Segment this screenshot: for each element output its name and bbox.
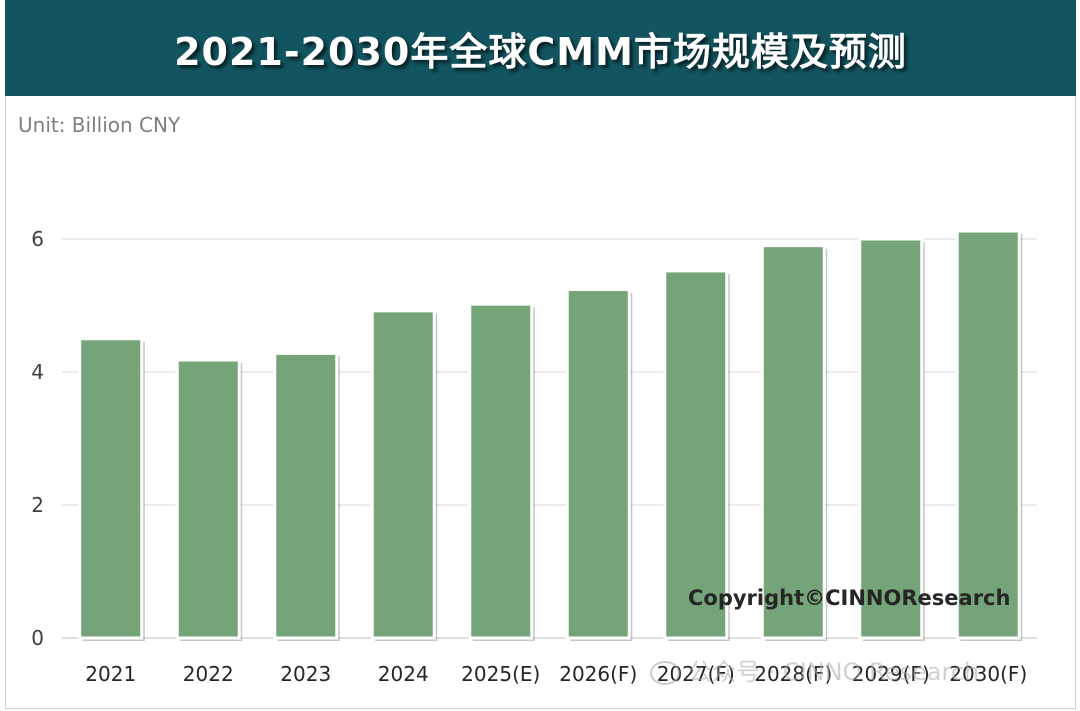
watermark-text: 公众号 · CINNO Research [688, 658, 980, 686]
y-tick-label: 4 [31, 360, 44, 384]
bar-2026f [565, 288, 631, 640]
bar-2028f [760, 244, 826, 640]
x-tick-label: 2029(F) [852, 662, 930, 686]
bar-2024 [370, 309, 436, 640]
x-tick-label: 2025(E) [461, 662, 540, 686]
x-tick-label: 2030(F) [949, 662, 1027, 686]
y-tick-label: 6 [31, 227, 44, 251]
x-tick-label: 2021 [85, 662, 136, 686]
unit-label: Unit: Billion CNY [18, 113, 181, 137]
y-tick-label: 2 [31, 493, 44, 517]
bar-2027f [663, 269, 729, 640]
x-axis-ticks: 2021 2022 2023 2024 2025(E) 2026(F) 2027(F) 202… [85, 662, 1027, 686]
chart-frame [5, 96, 1076, 709]
chart-title: 2021-2030年全球CMM市场规模及预测 [174, 29, 907, 74]
bar-2030f [955, 229, 1021, 640]
y-axis-ticks: 0 2 4 6 [31, 227, 44, 650]
bars [78, 229, 1023, 641]
title-bar: 2021-2030年全球CMM市场规模及预测 [5, 0, 1076, 96]
x-tick-label: 2022 [183, 662, 234, 686]
bar-2021 [78, 337, 144, 640]
bar-2029f [858, 237, 924, 640]
bar-2023 [273, 351, 339, 640]
x-tick-label: 2023 [280, 662, 331, 686]
bar-2025e [468, 302, 534, 640]
bar-2022 [175, 358, 241, 640]
x-tick-label: 2024 [378, 662, 429, 686]
copyright-text: Copyright©CINNOResearch [688, 586, 1011, 610]
watermark: 公众号 · CINNO Research [650, 652, 979, 687]
x-tick-label: 2026(F) [559, 662, 637, 686]
x-tick-label: 2028(F) [754, 662, 832, 686]
y-tick-label: 0 [31, 626, 44, 650]
wechat-icon [650, 661, 680, 685]
